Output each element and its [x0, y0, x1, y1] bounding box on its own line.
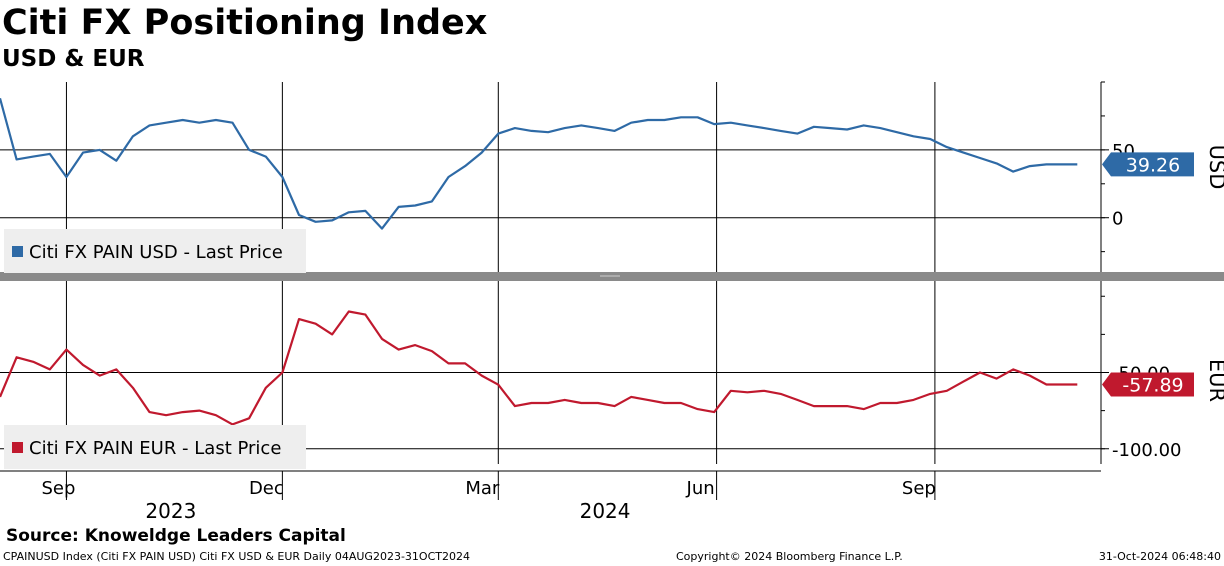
last-price-badge-eur: -57.89 [1102, 372, 1194, 397]
x-year-label: 2023 [145, 499, 196, 523]
y-axis-title: EUR [1205, 359, 1224, 402]
x-tick-label: Sep [902, 478, 936, 499]
legend-background [4, 425, 306, 469]
last-price-value: -57.89 [1122, 375, 1183, 397]
chart-subtitle: USD & EUR [2, 46, 145, 72]
legend-usd: Citi FX PAIN USD - Last Price [4, 229, 306, 273]
timestamp: 31-Oct-2024 06:48:40 [1098, 550, 1221, 563]
last-price-badge-usd: 39.26 [1102, 152, 1194, 177]
legend-swatch [12, 442, 23, 453]
x-tick-label: Jun [686, 478, 715, 499]
x-tick-label: Mar [465, 478, 500, 499]
series-line-usd [0, 98, 1078, 230]
ticker-info: CPAINUSD Index (Citi FX PAIN USD) Citi F… [3, 550, 470, 563]
series-line-eur [0, 310, 1078, 426]
y-tick-label: 0 [1112, 209, 1123, 230]
legend-swatch [12, 246, 23, 257]
last-price-badge-shape [1102, 372, 1194, 397]
last-price-value: 39.26 [1126, 154, 1180, 176]
legend-eur: Citi FX PAIN EUR - Last Price [4, 425, 306, 469]
last-price-badge-shape [1102, 152, 1194, 177]
x-tick-label: Sep [41, 478, 75, 499]
y-axis-title: USD [1205, 145, 1224, 190]
legend-label: Citi FX PAIN EUR - Last Price [29, 438, 281, 459]
y-tick-label: -100.00 [1112, 440, 1181, 461]
source-note: Source: Knoweldge Leaders Capital [6, 526, 346, 546]
x-year-label: 2024 [580, 499, 631, 523]
legend-label: Citi FX PAIN USD - Last Price [29, 242, 283, 263]
x-tick-label: Dec [249, 478, 284, 499]
chart-title: Citi FX Positioning Index [2, 3, 488, 43]
copyright: Copyright© 2024 Bloomberg Finance L.P. [676, 550, 903, 563]
legend-background [4, 229, 306, 273]
